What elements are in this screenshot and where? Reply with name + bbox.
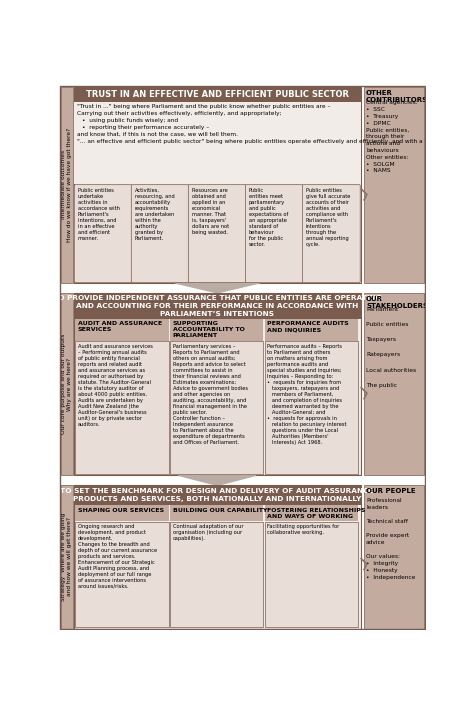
Text: Continual adaptation of our
organisation (including our
capabilities).: Continual adaptation of our organisation… <box>173 524 243 541</box>
Text: Public entities
give full accurate
accounts of their
activities and
compliance w: Public entities give full accurate accou… <box>306 188 350 247</box>
Text: OTHER
CONTRIBUTORS: OTHER CONTRIBUTORS <box>366 90 428 103</box>
Bar <box>265 506 358 521</box>
Text: AUDIT AND ASSURANCE
SERVICES: AUDIT AND ASSURANCE SERVICES <box>78 321 162 332</box>
Bar <box>75 522 169 627</box>
FancyBboxPatch shape <box>131 185 189 282</box>
Text: Central agencies:
•  SSC
•  Treasury
•  DPMC
Public entities,
through their
acti: Central agencies: • SSC • Treasury • DPM… <box>366 101 418 173</box>
Bar <box>265 319 358 341</box>
Bar <box>74 86 360 283</box>
Text: SHAPING OUR SERVICES: SHAPING OUR SERVICES <box>78 508 164 513</box>
Bar <box>364 293 424 475</box>
Text: Resources are
obtained and
applied in an
economical
manner. That
is, taxpayers'
: Resources are obtained and applied in an… <box>192 188 229 235</box>
Text: Public entities
undertake
activities in
accordance with
Parliament's
intentions,: Public entities undertake activities in … <box>78 188 120 241</box>
Text: Carrying out their activities effectively, efficiently, and appropriately;: Carrying out their activities effectivel… <box>77 111 281 116</box>
Text: OUR PEOPLE: OUR PEOPLE <box>366 489 416 494</box>
FancyBboxPatch shape <box>74 185 132 282</box>
Bar <box>61 86 73 283</box>
Text: Parliamentary services –
Reports to Parliament and
others on annual audits;
Repo: Parliamentary services – Reports to Parl… <box>173 343 247 445</box>
Text: •  reporting their performance accurately –: • reporting their performance accurately… <box>82 125 209 130</box>
Bar <box>74 86 360 102</box>
Bar <box>170 506 263 521</box>
Bar <box>74 293 360 319</box>
Bar <box>74 293 360 475</box>
Text: Public
entities meet
parliamentary
and public
expectations of
an appropriate
sta: Public entities meet parliamentary and p… <box>249 188 288 247</box>
Bar <box>170 341 263 474</box>
Bar <box>170 522 263 627</box>
Polygon shape <box>178 475 256 486</box>
Bar <box>265 522 358 627</box>
Text: Strategy  Where are we going
and how we will get there?: Strategy Where are we going and how we w… <box>61 513 72 601</box>
Bar <box>364 86 424 283</box>
Text: and know that, if this is not the case, we will tell them.: and know that, if this is not the case, … <box>77 132 238 137</box>
Text: OUR
STAKEHOLDERS: OUR STAKEHOLDERS <box>366 296 428 309</box>
Text: FOSTERING RELATIONSHIPS
AND WAYS OF WORKING: FOSTERING RELATIONSHIPS AND WAYS OF WORK… <box>267 508 366 519</box>
Bar <box>74 486 360 506</box>
Bar <box>61 486 73 629</box>
FancyBboxPatch shape <box>302 185 360 282</box>
Text: TO PROVIDE INDEPENDENT ASSURANCE THAT PUBLIC ENTITIES ARE OPERATING
AND ACCOUNTI: TO PROVIDE INDEPENDENT ASSURANCE THAT PU… <box>53 295 382 316</box>
Bar <box>74 102 360 184</box>
Bar <box>74 486 360 629</box>
Text: Facilitating opportunities for
collaborative working.: Facilitating opportunities for collabora… <box>267 524 340 535</box>
Text: Parliament

Public entities

Taxpayers

Ratepayers

Local authorities

The publi: Parliament Public entities Taxpayers Rat… <box>366 307 416 388</box>
Bar <box>75 319 169 341</box>
Polygon shape <box>175 283 260 293</box>
Text: •  using public funds wisely; and: • using public funds wisely; and <box>82 118 178 123</box>
Bar <box>170 319 263 341</box>
FancyBboxPatch shape <box>188 185 246 282</box>
Bar <box>61 293 73 475</box>
Text: "... an effective and efficient public sector" being where public entities opera: "... an effective and efficient public s… <box>77 139 473 144</box>
Text: Audit and assurance services
– Performing annual audits
of public entity financi: Audit and assurance services – Performin… <box>78 343 153 427</box>
Text: Performance audits – Reports
to Parliament and others
on matters arising from
pe: Performance audits – Reports to Parliame… <box>267 343 347 445</box>
Text: Our core purpose and our outputs
Why are we here?: Our core purpose and our outputs Why are… <box>61 334 72 434</box>
Text: SUPPORTING
ACCOUNTABILITY TO
PARLIAMENT: SUPPORTING ACCOUNTABILITY TO PARLIAMENT <box>173 321 245 338</box>
Text: Intermediate outcomes
How do we know if we have got there?: Intermediate outcomes How do we know if … <box>61 127 72 242</box>
Bar <box>364 486 424 629</box>
Bar <box>75 341 169 474</box>
Text: Ongoing research and
development, and product
development.
Changes to the breadt: Ongoing research and development, and pr… <box>78 524 157 589</box>
Bar <box>265 341 358 474</box>
Text: Professional
leaders

Technical staff

Provide expert
advice

Our values:
•  Int: Professional leaders Technical staff Pro… <box>366 498 415 580</box>
FancyBboxPatch shape <box>245 185 303 282</box>
Text: Activities,
resourcing, and
accountability
requirements
are undertaken
within th: Activities, resourcing, and accountabili… <box>135 188 175 241</box>
Text: PERFORMANCE AUDITS
AND INQUIRIES: PERFORMANCE AUDITS AND INQUIRIES <box>267 321 349 332</box>
Text: BUILDING OUR CAPABILITY: BUILDING OUR CAPABILITY <box>173 508 267 513</box>
Text: TO SET THE BENCHMARK FOR DESIGN AND DELIVERY OF AUDIT ASSURANCE
PRODUCTS AND SER: TO SET THE BENCHMARK FOR DESIGN AND DELI… <box>61 489 374 502</box>
Bar <box>75 506 169 521</box>
Text: "Trust in ..." being where Parliament and the public know whether public entitie: "Trust in ..." being where Parliament an… <box>77 104 331 109</box>
Text: TRUST IN AN EFFECTIVE AND EFFICIENT PUBLIC SECTOR: TRUST IN AN EFFECTIVE AND EFFICIENT PUBL… <box>86 90 349 98</box>
